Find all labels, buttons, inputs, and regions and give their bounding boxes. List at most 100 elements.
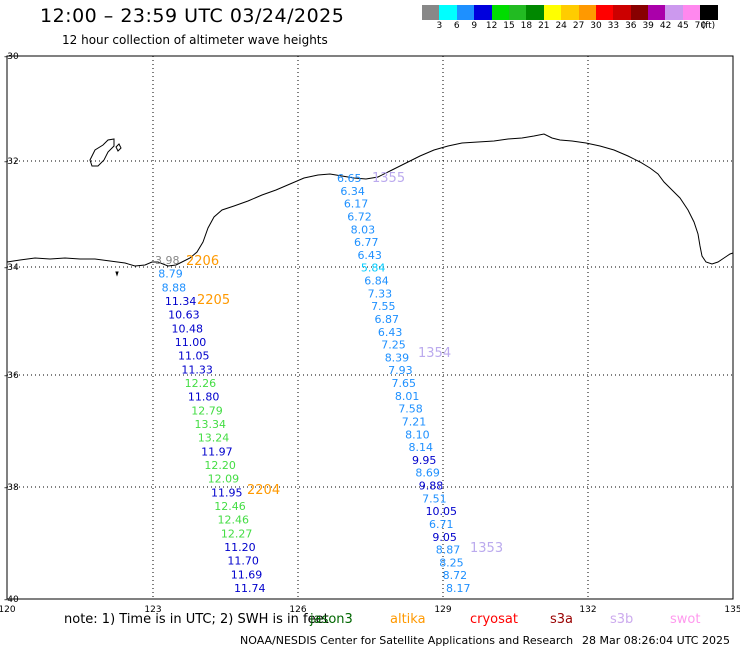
legend-label: 36 xyxy=(625,21,637,31)
swh-value: 9.88 xyxy=(419,480,444,493)
swh-value: 8.87 xyxy=(436,544,461,557)
legend-label: 15 xyxy=(503,21,515,31)
swh-value: 6.34 xyxy=(340,185,365,198)
lon-tick-label: 123 xyxy=(144,605,161,615)
swh-value: 12.46 xyxy=(218,514,250,527)
swh-value: 6.43 xyxy=(378,326,403,339)
swh-value: 11.05 xyxy=(178,350,210,363)
pass-time-label: 2205 xyxy=(197,293,230,308)
swh-value: 12.46 xyxy=(214,500,246,513)
swh-value: 11.69 xyxy=(231,568,262,581)
pass-time-label: 1353 xyxy=(470,541,503,556)
pass-time-label: 2206 xyxy=(186,254,219,269)
graticule xyxy=(7,56,733,599)
legend-label: 39 xyxy=(642,21,654,31)
legend-swatch xyxy=(578,5,596,20)
legend-label: (ft) xyxy=(701,21,716,31)
swh-value: 7.33 xyxy=(368,287,393,300)
swh-value: 11.97 xyxy=(201,445,233,458)
legend-swatch xyxy=(474,5,492,20)
satellite-name: cryosat xyxy=(470,612,518,627)
swh-value: 6.71 xyxy=(429,518,454,531)
swh-value: 8.14 xyxy=(409,441,434,454)
lon-tick-label: 129 xyxy=(434,605,451,615)
legend-label: 6 xyxy=(453,21,460,31)
color-legend xyxy=(422,5,718,20)
legend-swatch xyxy=(526,5,544,20)
pass-time-label: 1354 xyxy=(418,346,451,361)
swh-value: 7.58 xyxy=(398,403,423,416)
swh-value: 8.10 xyxy=(405,428,430,441)
swh-value: 11.33 xyxy=(181,363,213,376)
swh-value: 8.17 xyxy=(446,582,471,595)
legend-swatch xyxy=(665,5,683,20)
coastline xyxy=(6,133,734,267)
satellite-track-east: 6.656.346.176.728.036.776.435.846.847.33… xyxy=(337,171,503,595)
swh-value: 11.74 xyxy=(234,582,266,595)
swh-value: 11.20 xyxy=(224,541,256,554)
legend-label: 3 xyxy=(436,21,443,31)
swh-value: 13.34 xyxy=(195,418,227,431)
footer-timestamp: 28 Mar 08:26:04 UTC 2025 xyxy=(582,634,730,647)
chart-subtitle: 12 hour collection of altimeter wave hei… xyxy=(62,33,328,47)
swh-value: 6.87 xyxy=(374,313,399,326)
swh-value: 10.05 xyxy=(426,505,458,518)
swh-value: 7.21 xyxy=(402,415,427,428)
legend-label: 33 xyxy=(607,21,620,31)
swh-value: 7.93 xyxy=(388,364,413,377)
lon-tick-label: 120 xyxy=(0,605,16,615)
swh-value: 10.48 xyxy=(171,322,203,335)
legend-swatch xyxy=(682,5,701,20)
legend-swatch xyxy=(561,5,579,20)
satellite-name: s3b xyxy=(610,612,634,627)
pass-time-label: 1355 xyxy=(372,171,405,186)
footer-note: note: 1) Time is in UTC; 2) SWH is in fe… xyxy=(64,612,329,627)
legend-label: 21 xyxy=(538,21,550,31)
satellite-name: s3a xyxy=(550,612,574,627)
swh-value: 11.70 xyxy=(227,555,259,568)
legend-swatch xyxy=(648,5,666,20)
lat-tick-label: -36 xyxy=(4,371,19,381)
legend-swatch xyxy=(595,5,614,20)
swh-value: 11.00 xyxy=(175,336,207,349)
swh-value: 11.80 xyxy=(188,391,220,404)
swh-value: 9.05 xyxy=(432,531,457,544)
legend-swatch xyxy=(456,5,475,20)
satellite-name: altika xyxy=(390,612,426,627)
legend-swatch xyxy=(613,5,631,20)
lat-tick-label: -38 xyxy=(4,483,19,493)
legend-label: 45 xyxy=(677,21,689,31)
swh-value: 13.24 xyxy=(198,432,230,445)
swh-value: 8.39 xyxy=(385,351,410,364)
swh-value: 5.84 xyxy=(361,262,386,275)
chart-title: 12:00 – 23:59 UTC 03/24/2025 xyxy=(40,5,345,27)
swh-value: 9.95 xyxy=(412,454,437,467)
legend-swatch xyxy=(491,5,509,20)
satellite-name: swot xyxy=(670,612,701,627)
legend-label: 70 xyxy=(694,21,707,31)
swh-value: 7.51 xyxy=(422,492,447,505)
swh-value: 11.95 xyxy=(211,486,243,499)
satellite-name: jason3 xyxy=(310,612,353,627)
swh-value: 6.17 xyxy=(344,198,369,211)
legend-label: 42 xyxy=(659,21,672,31)
legend-label: 24 xyxy=(555,21,567,31)
lat-tick-label: -34 xyxy=(4,263,19,273)
axis-labels: 120 123 126 129 132 135 -30 -32 -34 -36 -38 -40 xyxy=(0,52,740,615)
swh-value: 8.72 xyxy=(443,569,468,582)
island xyxy=(115,271,119,277)
lon-tick-label: 126 xyxy=(289,605,306,615)
swh-value: 12.27 xyxy=(221,527,253,540)
legend-label: 9 xyxy=(471,21,478,31)
swh-value: 6.43 xyxy=(357,249,382,262)
swh-value: 8.79 xyxy=(158,268,183,281)
legend-label: 27 xyxy=(572,21,585,31)
swh-value: 12.26 xyxy=(185,377,217,390)
lat-tick-label: -40 xyxy=(4,595,19,605)
swh-value: 8.03 xyxy=(351,223,376,236)
pass-time-label: 2204 xyxy=(247,483,280,498)
legend-label: 30 xyxy=(590,21,602,31)
swh-value: 8.88 xyxy=(162,281,187,294)
legend-swatch xyxy=(630,5,649,20)
